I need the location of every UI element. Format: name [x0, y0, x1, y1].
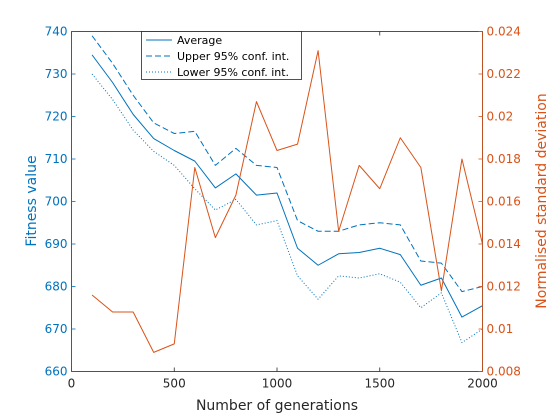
- y-right-tick-label: 0.018: [487, 152, 521, 166]
- y-right-tick-label: 0.02: [487, 110, 514, 124]
- y-left-tick-label: 720: [45, 110, 68, 124]
- std-dev-line: [91, 50, 483, 353]
- average-line: [91, 54, 483, 318]
- plot-frame: [71, 31, 483, 372]
- x-tick-label: 1000: [262, 377, 293, 391]
- x-tick-label: 500: [163, 377, 186, 391]
- x-axis-label: Number of generations: [196, 398, 358, 414]
- y-right-tick-label: 0.022: [487, 67, 521, 81]
- y-left-tick-label: 660: [45, 365, 68, 379]
- y-right-tick-label: 0.01: [487, 322, 514, 336]
- y-left-tick-label: 710: [45, 152, 68, 166]
- y-left-tick-label: 740: [45, 25, 68, 39]
- legend-label-lower: Lower 95% conf. int.: [177, 66, 289, 79]
- y-axis-label-right: Normalised standard deviation: [534, 93, 550, 308]
- axes-layer: 0 500 1000 1500 2000 660 670 680 690 700 710 720 730…: [45, 25, 521, 391]
- y-axis-label-left: Fitness value: [24, 155, 40, 246]
- upper-ci-line: [91, 35, 483, 293]
- legend-label-average: Average: [177, 34, 222, 47]
- y-left-tick-label: 700: [45, 195, 68, 209]
- y-right-tick-label: 0.012: [487, 280, 521, 294]
- y-left-tick-label: 670: [45, 322, 68, 336]
- y-left-tick-label: 730: [45, 67, 68, 81]
- lower-ci-line: [91, 73, 483, 344]
- x-tick-label: 0: [68, 377, 76, 391]
- y-right-tick-label: 0.016: [487, 195, 521, 209]
- y-right-tick-label: 0.014: [487, 237, 521, 251]
- y-right-tick-label: 0.024: [487, 25, 521, 39]
- y-right-tick-label: 0.008: [487, 365, 521, 379]
- legend: Average Upper 95% conf. int. Lower 95% c…: [141, 31, 302, 80]
- y-left-tick-label: 680: [45, 280, 68, 294]
- x-tick-label: 2000: [467, 377, 498, 391]
- y-left-tick-label: 690: [45, 237, 68, 251]
- legend-label-upper: Upper 95% conf. int.: [177, 50, 289, 63]
- x-tick-label: 1500: [364, 377, 395, 391]
- series-layer: [91, 35, 483, 353]
